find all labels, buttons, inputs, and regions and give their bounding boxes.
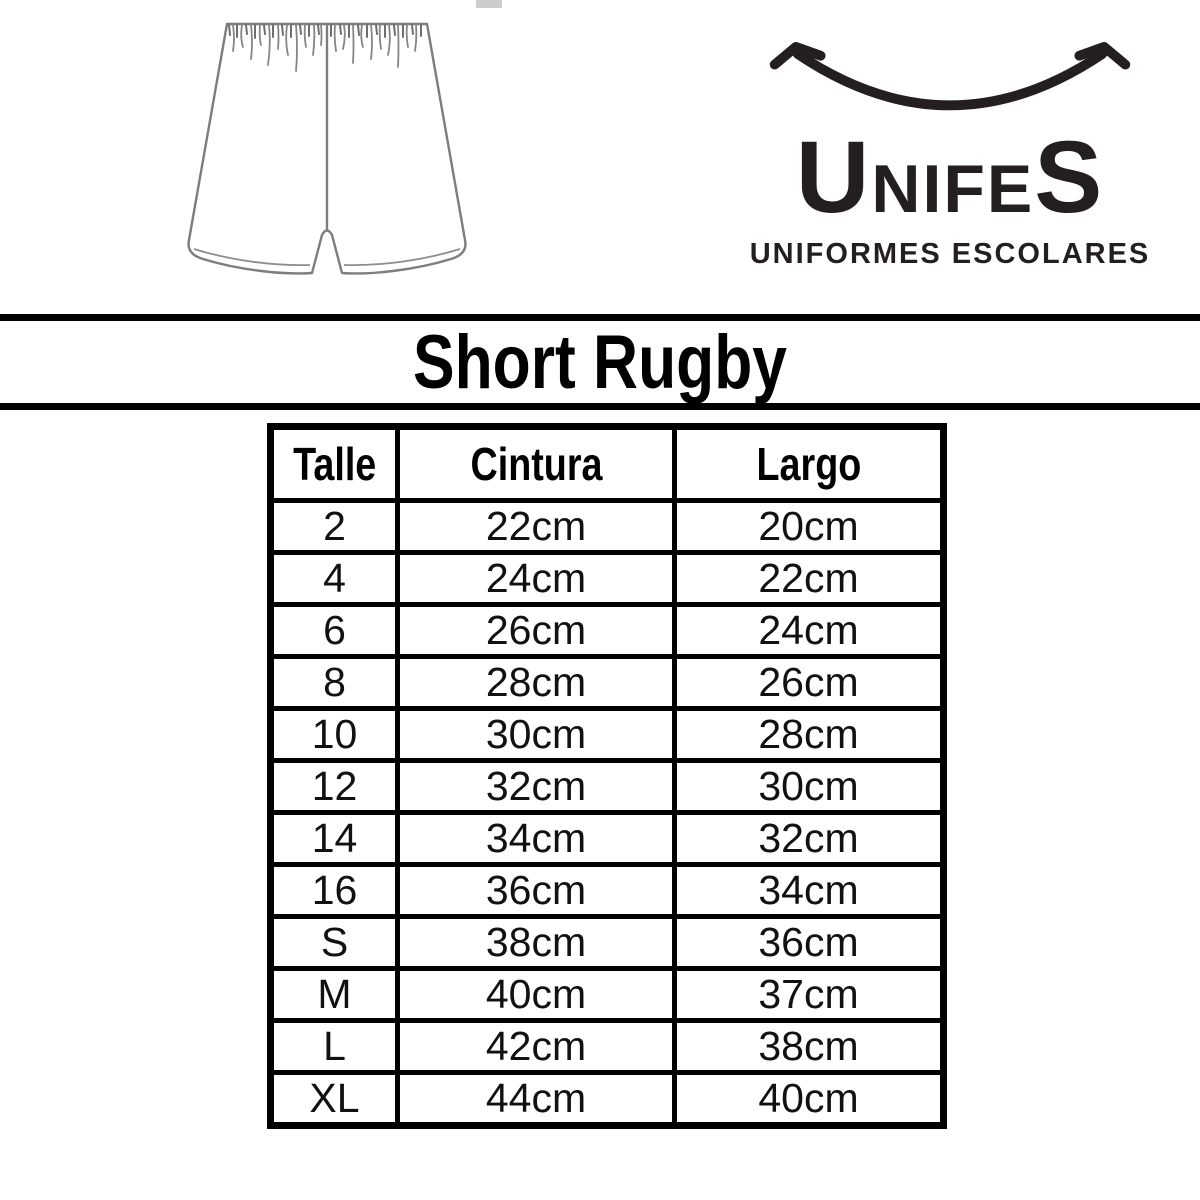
column-header-cintura-label: Cintura [469, 438, 603, 490]
smile-arrows-icon [769, 41, 1131, 111]
table-row: 2 22cm 20cm [268, 498, 946, 555]
table-cell: 34cm [672, 862, 946, 919]
table-cell: 40cm [672, 1070, 946, 1128]
title-band: Short Rugby [0, 319, 1200, 405]
table-cell: 10 [268, 706, 400, 763]
table-cell: 44cm [395, 1070, 677, 1128]
table-row: 8 28cm 26cm [268, 654, 946, 711]
unifes-logo: UNIFES UNIFORMES ESCOLARES [735, 22, 1165, 271]
table-row: XL 44cm 40cm [268, 1070, 946, 1128]
table-row: M 40cm 37cm [268, 966, 946, 1023]
table-row: 4 24cm 22cm [268, 550, 946, 607]
table-cell: 28cm [672, 706, 946, 763]
table-cell: 38cm [672, 1018, 946, 1075]
table-cell: L [268, 1018, 400, 1075]
title-divider-top [0, 314, 1200, 321]
table-cell: 24cm [395, 550, 677, 607]
table-cell: 12 [268, 758, 400, 815]
shorts-line-drawing-icon [187, 22, 467, 275]
table-cell: 6 [268, 602, 400, 659]
table-row: 6 26cm 24cm [268, 602, 946, 659]
table-cell: 40cm [395, 966, 677, 1023]
table-row: 14 34cm 32cm [268, 810, 946, 867]
table-cell: 36cm [395, 862, 677, 919]
table-row: 10 30cm 28cm [268, 706, 946, 763]
table-cell: 8 [268, 654, 400, 711]
size-chart-table: Talle Cintura Largo 2 22cm 20cm 4 24cm 22cm 6 2… [267, 423, 947, 1129]
table-cell: 26cm [672, 654, 946, 711]
table-cell: 14 [268, 810, 400, 867]
column-header-talle-label: Talle [292, 438, 377, 490]
table-cell: 32cm [395, 758, 677, 815]
brand-letter-last: S [1034, 120, 1105, 234]
table-cell: XL [268, 1070, 400, 1128]
brand-wordmark: UNIFES [735, 126, 1165, 228]
table-cell: M [268, 966, 400, 1023]
table-cell: 37cm [672, 966, 946, 1023]
title-divider-bottom [0, 403, 1200, 410]
table-cell: 16 [268, 862, 400, 919]
table-cell: S [268, 914, 400, 971]
table-row: 12 32cm 30cm [268, 758, 946, 815]
column-header-cintura: Cintura [395, 424, 677, 503]
shorts-illustration [163, 2, 495, 292]
table-cell: 36cm [672, 914, 946, 971]
table-cell: 32cm [672, 810, 946, 867]
table-cell: 22cm [672, 550, 946, 607]
table-cell: 20cm [672, 498, 946, 555]
table-cell: 28cm [395, 654, 677, 711]
size-chart-body: 2 22cm 20cm 4 24cm 22cm 6 26cm 24cm 8 28cm 26cm 10 30… [268, 498, 946, 1128]
table-cell: 30cm [672, 758, 946, 815]
table-row: S 38cm 36cm [268, 914, 946, 971]
table-row: 16 36cm 34cm [268, 862, 946, 919]
table-cell: 2 [268, 498, 400, 555]
table-cell: 42cm [395, 1018, 677, 1075]
header-row: Talle Cintura Largo [268, 424, 946, 503]
table-cell: 22cm [395, 498, 677, 555]
table-cell: 34cm [395, 810, 677, 867]
photo-crop-artifact [476, 0, 502, 8]
page-title: Short Rugby [413, 319, 787, 405]
table-cell: 30cm [395, 706, 677, 763]
column-header-largo-label: Largo [756, 438, 861, 490]
column-header-largo: Largo [672, 424, 946, 503]
column-header-talle: Talle [268, 424, 400, 503]
brand-letter-first: U [795, 120, 872, 234]
table-row: L 42cm 38cm [268, 1018, 946, 1075]
table-cell: 24cm [672, 602, 946, 659]
table-cell: 4 [268, 550, 400, 607]
brand-tagline: UNIFORMES ESCOLARES [749, 238, 1151, 270]
table-cell: 38cm [395, 914, 677, 971]
brand-letters-middle: NIFE [871, 151, 1035, 227]
table-cell: 26cm [395, 602, 677, 659]
